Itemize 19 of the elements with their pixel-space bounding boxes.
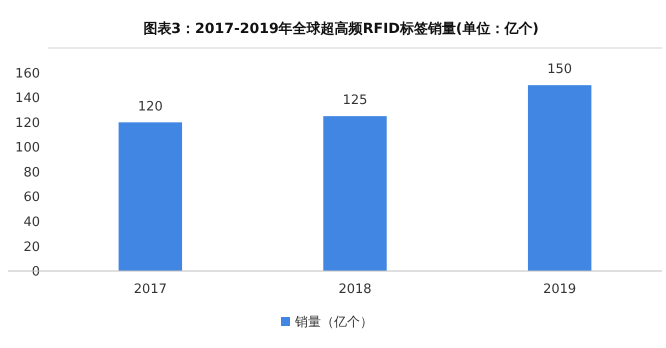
y-tick-label: 40 — [23, 214, 40, 230]
x-tick-label: 2017 — [134, 282, 167, 297]
y-tick-label: 140 — [15, 91, 40, 106]
chart-title: 图表3：2017-2019年全球超高频RFID标签销量(单位：亿个) — [143, 20, 539, 37]
bar — [323, 116, 387, 271]
data-label: 125 — [342, 93, 368, 108]
legend-label: 销量（亿个） — [294, 315, 373, 330]
x-tick-label: 2018 — [338, 282, 372, 297]
bar — [118, 122, 182, 271]
y-tick-label: 120 — [15, 116, 40, 131]
data-label: 150 — [547, 62, 572, 78]
x-tick-label: 2019 — [543, 282, 576, 297]
y-tick-label: 60 — [23, 190, 40, 206]
y-tick-label: 80 — [23, 165, 40, 180]
bar — [528, 85, 592, 271]
y-tick-label: 160 — [15, 66, 40, 82]
y-tick-label: 100 — [15, 140, 40, 156]
y-tick-label: 20 — [23, 240, 40, 255]
data-label: 120 — [138, 99, 163, 114]
